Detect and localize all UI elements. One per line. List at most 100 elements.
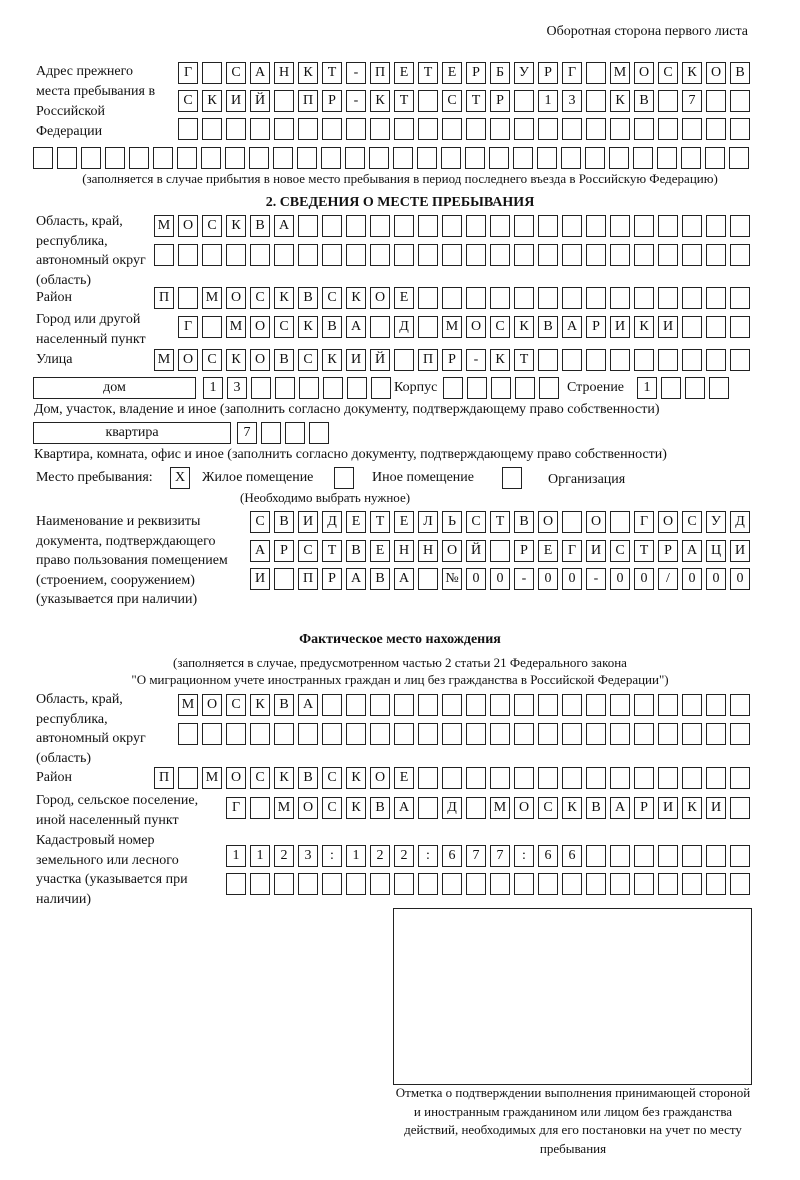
char-cell[interactable] (418, 215, 438, 237)
char-cell[interactable] (562, 287, 582, 309)
char-cell[interactable] (394, 873, 414, 895)
char-cell[interactable] (250, 118, 270, 140)
char-cell[interactable]: Р (466, 62, 486, 84)
char-cell[interactable]: Е (394, 767, 414, 789)
char-cell[interactable]: М (610, 62, 630, 84)
char-cell[interactable]: Ь (442, 511, 462, 533)
char-cell[interactable] (394, 215, 414, 237)
char-cell[interactable] (490, 287, 510, 309)
char-cell[interactable] (610, 118, 630, 140)
char-cell[interactable] (418, 568, 438, 590)
char-cell[interactable] (730, 873, 750, 895)
char-cell[interactable] (466, 767, 486, 789)
char-cell[interactable] (658, 845, 678, 867)
char-cell[interactable]: 0 (634, 568, 654, 590)
char-cell[interactable] (394, 349, 414, 371)
char-cell[interactable] (586, 349, 606, 371)
char-cell[interactable] (586, 62, 606, 84)
char-cell[interactable]: К (298, 316, 318, 338)
char-cell[interactable] (538, 767, 558, 789)
char-cell[interactable] (275, 377, 295, 399)
char-cell[interactable] (634, 694, 654, 716)
char-cell[interactable] (538, 349, 558, 371)
char-cell[interactable]: О (658, 511, 678, 533)
char-cell[interactable] (298, 244, 318, 266)
char-cell[interactable]: М (202, 287, 222, 309)
char-cell[interactable]: 3 (227, 377, 247, 399)
char-cell[interactable] (514, 287, 534, 309)
char-cell[interactable] (298, 118, 318, 140)
char-cell[interactable]: А (394, 568, 414, 590)
char-cell[interactable] (682, 723, 702, 745)
char-cell[interactable] (465, 147, 485, 169)
char-cell[interactable]: 0 (562, 568, 582, 590)
char-cell[interactable] (490, 244, 510, 266)
char-cell[interactable] (309, 422, 329, 444)
char-cell[interactable] (441, 147, 461, 169)
char-cell[interactable] (706, 723, 726, 745)
char-cell[interactable] (466, 118, 486, 140)
char-cell[interactable]: У (514, 62, 534, 84)
char-cell[interactable]: С (682, 511, 702, 533)
char-cell[interactable] (261, 422, 281, 444)
char-cell[interactable] (514, 694, 534, 716)
char-cell[interactable] (705, 147, 725, 169)
char-cell[interactable]: К (490, 349, 510, 371)
char-cell[interactable] (250, 244, 270, 266)
char-cell[interactable]: А (250, 540, 270, 562)
char-cell[interactable]: К (250, 694, 270, 716)
char-cell[interactable]: А (346, 568, 366, 590)
char-cell[interactable]: 1 (346, 845, 366, 867)
char-cell[interactable]: И (226, 90, 246, 112)
char-cell[interactable] (154, 244, 174, 266)
char-cell[interactable] (610, 349, 630, 371)
char-cell[interactable] (706, 244, 726, 266)
char-cell[interactable]: П (418, 349, 438, 371)
char-cell[interactable]: О (226, 767, 246, 789)
char-cell[interactable]: К (562, 797, 582, 819)
char-cell[interactable] (321, 147, 341, 169)
char-cell[interactable]: Д (394, 316, 414, 338)
char-cell[interactable]: С (322, 767, 342, 789)
char-cell[interactable] (538, 244, 558, 266)
char-cell[interactable]: Е (394, 511, 414, 533)
char-cell[interactable]: Е (538, 540, 558, 562)
char-cell[interactable] (706, 767, 726, 789)
char-cell[interactable] (730, 767, 750, 789)
char-cell[interactable] (153, 147, 173, 169)
char-cell[interactable]: К (274, 287, 294, 309)
char-cell[interactable] (634, 767, 654, 789)
char-cell[interactable]: В (370, 568, 390, 590)
char-cell[interactable] (273, 147, 293, 169)
char-cell[interactable]: С (202, 215, 222, 237)
char-cell[interactable] (586, 694, 606, 716)
char-cell[interactable] (298, 723, 318, 745)
char-cell[interactable] (538, 287, 558, 309)
char-cell[interactable] (442, 287, 462, 309)
char-cell[interactable] (634, 118, 654, 140)
char-cell[interactable]: - (346, 90, 366, 112)
char-cell[interactable]: К (298, 62, 318, 84)
char-cell[interactable] (537, 147, 557, 169)
char-cell[interactable]: К (226, 215, 246, 237)
char-cell[interactable]: Т (466, 90, 486, 112)
char-cell[interactable] (706, 694, 726, 716)
char-cell[interactable] (562, 767, 582, 789)
char-cell[interactable] (682, 349, 702, 371)
char-cell[interactable]: Т (634, 540, 654, 562)
char-cell[interactable] (346, 118, 366, 140)
char-cell[interactable] (730, 90, 750, 112)
char-cell[interactable]: С (250, 511, 270, 533)
char-cell[interactable] (586, 244, 606, 266)
char-cell[interactable] (298, 215, 318, 237)
char-cell[interactable] (442, 873, 462, 895)
char-cell[interactable]: : (514, 845, 534, 867)
char-cell[interactable]: Т (514, 349, 534, 371)
char-cell[interactable]: В (322, 316, 342, 338)
char-cell[interactable]: Р (586, 316, 606, 338)
char-cell[interactable] (633, 147, 653, 169)
char-cell[interactable]: К (682, 62, 702, 84)
char-cell[interactable] (370, 316, 390, 338)
char-cell[interactable]: В (250, 215, 270, 237)
char-cell[interactable]: Е (346, 511, 366, 533)
